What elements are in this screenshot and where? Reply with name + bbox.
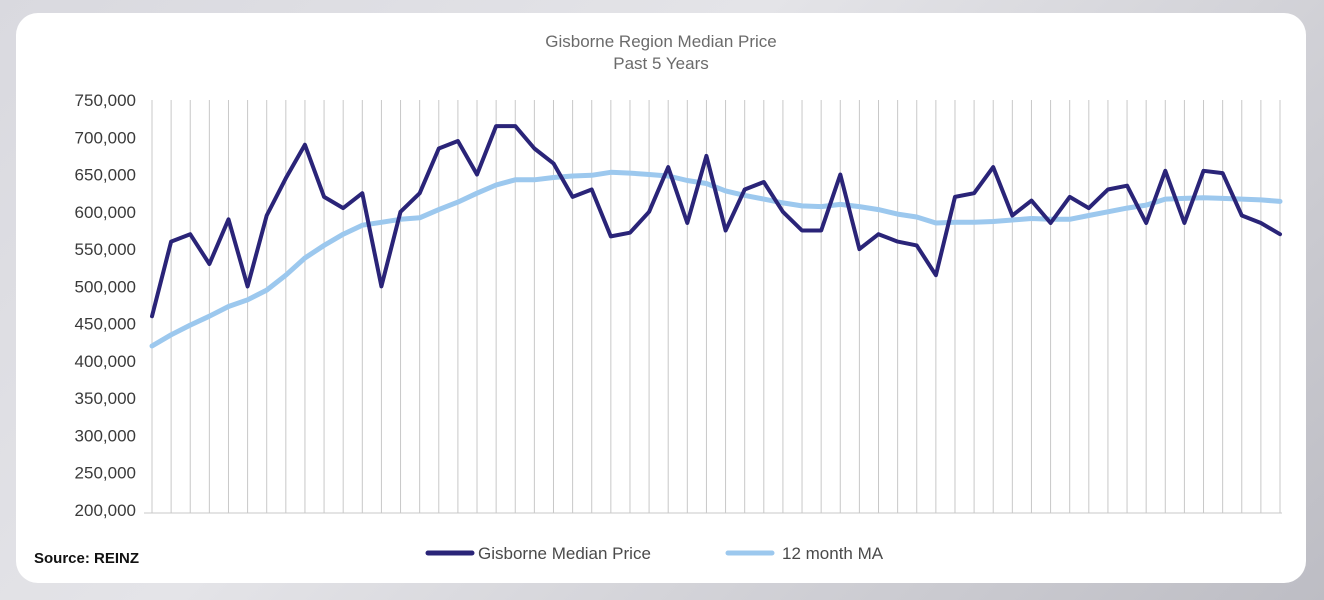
- y-tick-label: 750,000: [75, 91, 136, 110]
- y-tick-label: 650,000: [75, 166, 136, 185]
- y-axis: 200,000 250,000 300,000 350,000 400,000 450,0…: [75, 91, 136, 520]
- chart-title: Gisborne Region Median Price: [545, 32, 777, 51]
- y-tick-label: 200,000: [75, 501, 136, 520]
- chart-area: Gisborne Region Median Price Past 5 Year…: [34, 32, 1283, 567]
- grid-lines: [144, 100, 1282, 514]
- y-tick-label: 550,000: [75, 240, 136, 259]
- source-label: Source: REINZ: [34, 550, 139, 567]
- series-lines: [149, 124, 1283, 349]
- chart-card: Gisborne Region Median Price Past 5 Year…: [16, 13, 1306, 583]
- y-tick-label: 250,000: [75, 464, 136, 483]
- legend: Gisborne Median Price 12 month MA: [425, 544, 884, 563]
- y-tick-label: 300,000: [75, 426, 136, 445]
- legend-moving-average-label: 12 month MA: [782, 544, 884, 563]
- legend-median-price-label: Gisborne Median Price: [478, 544, 651, 563]
- y-tick-label: 350,000: [75, 389, 136, 408]
- y-tick-label: 700,000: [75, 128, 136, 147]
- y-tick-label: 600,000: [75, 203, 136, 222]
- y-tick-label: 500,000: [75, 277, 136, 296]
- median-price-line: [150, 124, 1282, 319]
- chart-subtitle: Past 5 Years: [613, 54, 708, 73]
- y-tick-label: 400,000: [75, 352, 136, 371]
- y-tick-label: 450,000: [75, 315, 136, 334]
